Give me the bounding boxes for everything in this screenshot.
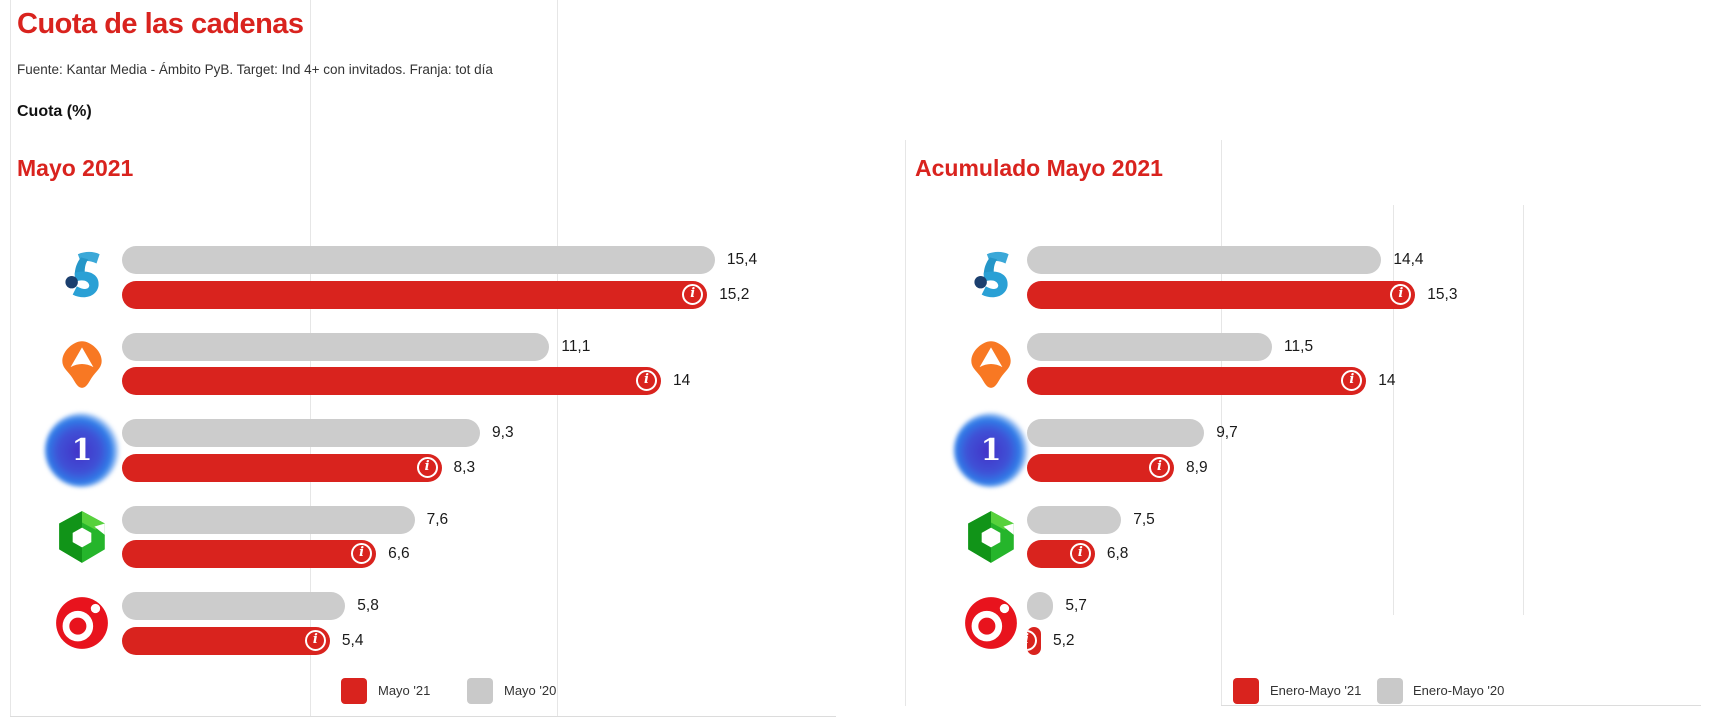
- bar-value-label: 7,6: [426, 510, 449, 528]
- telecinco-logo-icon: [962, 248, 1020, 306]
- bar-mayo'20-cuatro[interactable]: [122, 592, 346, 620]
- antena3-logo-icon: [962, 335, 1020, 393]
- legend-label-mayo'20: Mayo '20: [504, 683, 557, 698]
- la1-logo-icon: 1: [45, 413, 119, 487]
- source-note: Fuente: Kantar Media - Ámbito PyB. Targe…: [17, 62, 493, 77]
- bar-value-label: 5,2: [1053, 631, 1075, 649]
- info-icon[interactable]: i: [1027, 629, 1037, 651]
- bar-mayo'20-telecinco[interactable]: [122, 246, 715, 274]
- legend-label-enero-mayo'21: Enero-Mayo '21: [1270, 683, 1362, 698]
- lasexta-logo-icon: [53, 508, 111, 566]
- lasexta-logo-icon: [962, 508, 1020, 566]
- bar-value-label: 9,7: [1216, 424, 1238, 441]
- bar-enero-mayo'20-cuatro[interactable]: [1027, 592, 1054, 620]
- la1-logo-icon: 1: [954, 413, 1028, 487]
- gridline: [1393, 205, 1394, 615]
- gridline: [1523, 205, 1524, 615]
- legend-swatch-mayo'21: [341, 678, 367, 704]
- bar-value-label: 5,8: [357, 597, 379, 614]
- info-icon[interactable]: i: [1390, 283, 1412, 305]
- chart-heading-acumulado-mayo-2021: Acumulado Mayo 2021: [915, 155, 1163, 181]
- antena3-logo-icon: [53, 335, 111, 393]
- bar-value-label: 11,1: [561, 337, 591, 355]
- bar-value-label: 8,3: [453, 458, 476, 476]
- bar-value-label: 14,4: [1393, 251, 1424, 268]
- bar-mayo'20-la1[interactable]: [122, 419, 481, 447]
- bar-enero-mayo'20-telecinco[interactable]: [1027, 246, 1382, 274]
- bar-value-label: 8,9: [1186, 458, 1208, 476]
- divider: [1221, 705, 1701, 706]
- bar-value-label: 5,7: [1065, 597, 1087, 614]
- bar-enero-mayo'21-la1[interactable]: i: [1027, 453, 1175, 482]
- bar-mayo'21-lasexta[interactable]: i: [122, 540, 377, 568]
- info-icon[interactable]: i: [304, 629, 326, 651]
- bar-value-label: 7,5: [1133, 510, 1155, 528]
- cuatro-logo-icon: [962, 594, 1020, 652]
- page-title: Cuota de las cadenas: [17, 8, 304, 40]
- info-icon[interactable]: i: [1341, 370, 1363, 391]
- bar-value-label: 15,2: [719, 285, 750, 303]
- bar-enero-mayo'21-antena3[interactable]: i: [1027, 367, 1367, 395]
- info-icon[interactable]: i: [636, 370, 657, 391]
- info-icon[interactable]: i: [1149, 456, 1171, 478]
- bar-enero-mayo'20-antena3[interactable]: [1027, 332, 1273, 361]
- divider: [10, 716, 836, 717]
- legend-swatch-mayo'20: [467, 678, 493, 704]
- bar-value-label: 9,3: [492, 424, 514, 441]
- legend-label-enero-mayo'20: Enero-Mayo '20: [1413, 683, 1505, 698]
- info-icon[interactable]: i: [682, 283, 704, 305]
- bar-enero-mayo'20-lasexta[interactable]: [1027, 505, 1122, 534]
- chart-heading-mayo-2021: Mayo 2021: [17, 155, 134, 181]
- cuatro-logo-icon: [53, 594, 111, 652]
- bar-mayo'21-telecinco[interactable]: i: [122, 280, 708, 309]
- bar-value-label: 11,5: [1284, 337, 1314, 355]
- info-icon[interactable]: i: [351, 543, 373, 564]
- info-icon[interactable]: i: [416, 456, 438, 478]
- bar-value-label: 14: [673, 372, 691, 389]
- unit-label: Cuota (%): [17, 103, 92, 120]
- gridline: [557, 0, 558, 717]
- legend-swatch-enero-mayo'20: [1377, 678, 1403, 704]
- legend-swatch-enero-mayo'21: [1233, 678, 1259, 704]
- bar-value-label: 5,4: [341, 631, 364, 649]
- bar-mayo'20-antena3[interactable]: [122, 332, 550, 361]
- bar-enero-mayo'21-lasexta[interactable]: i: [1027, 540, 1095, 568]
- bar-mayo'21-cuatro[interactable]: i: [122, 626, 330, 655]
- bar-value-label: 14: [1378, 372, 1396, 389]
- bar-mayo'20-lasexta[interactable]: [122, 505, 415, 534]
- bar-mayo'21-la1[interactable]: i: [122, 453, 442, 482]
- bar-value-label: 15,4: [726, 251, 758, 268]
- bar-enero-mayo'21-telecinco[interactable]: i: [1027, 280, 1416, 309]
- bar-value-label: 6,6: [388, 545, 410, 562]
- legend-label-mayo'21: Mayo '21: [378, 683, 431, 698]
- bar-value-label: 6,8: [1106, 545, 1129, 562]
- bar-mayo'21-antena3[interactable]: i: [122, 367, 661, 395]
- bar-enero-mayo'20-la1[interactable]: [1027, 419, 1205, 447]
- bar-enero-mayo'21-cuatro[interactable]: i: [1027, 626, 1041, 655]
- gridline: [1221, 140, 1222, 706]
- gridline: [10, 0, 11, 717]
- info-icon[interactable]: i: [1069, 543, 1091, 564]
- telecinco-logo-icon: [53, 248, 111, 306]
- bar-value-label: 15,3: [1427, 285, 1458, 303]
- gridline: [905, 140, 906, 706]
